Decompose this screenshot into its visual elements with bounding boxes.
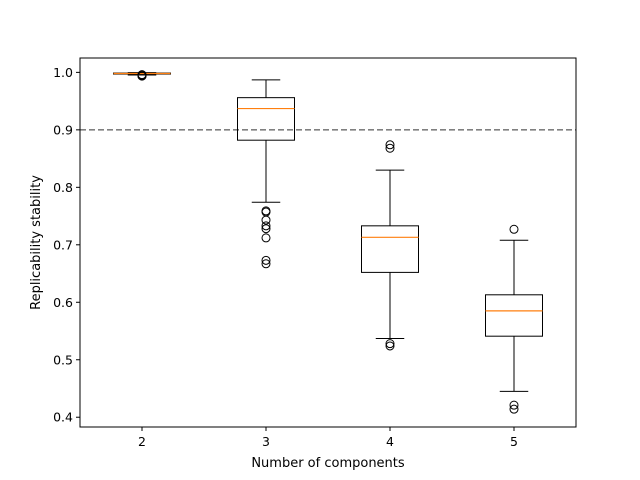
box-2 <box>113 70 171 81</box>
y-tick-label: 0.5 <box>53 352 73 367</box>
x-tick-label: 5 <box>510 434 518 449</box>
y-axis-label: Replicability stability <box>29 175 44 310</box>
flier-point <box>385 143 395 153</box>
flier-point <box>261 259 271 269</box>
x-axis-label: Number of components <box>251 456 405 471</box>
x-axis: 2 3 4 5 <box>138 427 518 449</box>
flier-point <box>261 221 271 231</box>
box-4 <box>361 140 419 351</box>
flier-point <box>261 233 271 243</box>
box-3 <box>237 79 295 269</box>
x-tick-label: 3 <box>262 434 270 449</box>
y-tick-label: 0.9 <box>53 122 73 137</box>
flier-point <box>137 70 147 80</box>
flier-point <box>261 215 271 225</box>
iqr-box <box>361 225 419 273</box>
y-axis: 0.4 0.5 0.6 0.7 0.8 0.9 1.0 <box>53 65 80 425</box>
flier-point <box>509 224 519 234</box>
flier-point <box>385 339 395 349</box>
flier-point <box>509 404 519 414</box>
flier-point <box>509 400 519 410</box>
y-tick-label: 0.6 <box>53 295 73 310</box>
flier-point <box>261 255 271 265</box>
x-tick-label: 2 <box>138 434 146 449</box>
y-tick-label: 0.4 <box>53 410 73 425</box>
y-tick-label: 1.0 <box>53 65 73 80</box>
y-tick-label: 0.8 <box>53 180 73 195</box>
x-tick-label: 4 <box>386 434 394 449</box>
box-5 <box>485 224 543 414</box>
flier-point <box>261 224 271 234</box>
iqr-box <box>485 294 543 337</box>
axes-frame <box>79 57 577 428</box>
y-tick-label: 0.7 <box>53 237 73 252</box>
flier-point <box>385 341 395 351</box>
flier-point <box>385 140 395 150</box>
iqr-box <box>237 97 295 141</box>
plot-area <box>80 70 576 414</box>
